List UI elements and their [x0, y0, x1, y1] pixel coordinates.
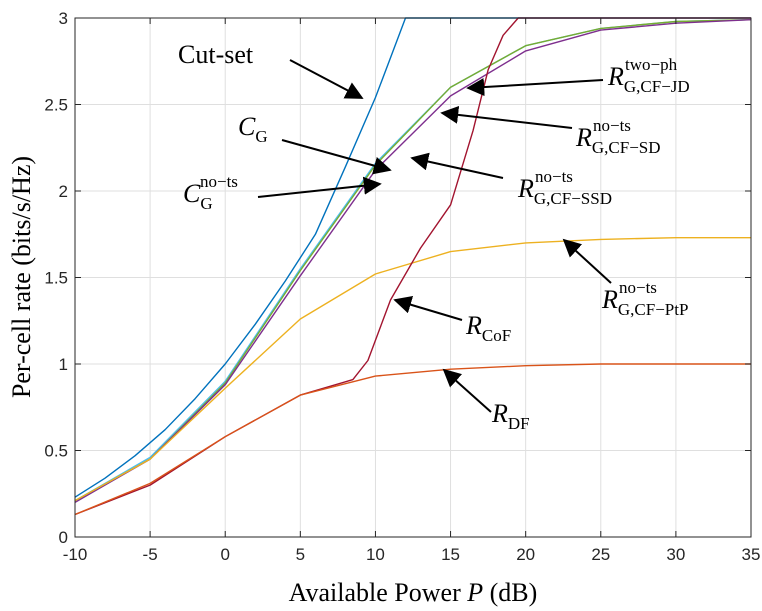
y-tick-label: 1: [59, 355, 68, 374]
annotation-arrow-rssd: [410, 152, 504, 179]
annotation-label-rcof: RCoF: [465, 311, 511, 345]
annotation-arrow-rjd: [466, 78, 604, 97]
y-tick-label: 3: [59, 9, 68, 28]
y-tick-label: 0.5: [44, 442, 68, 461]
annotation-arrow-rdf: [442, 368, 492, 413]
x-tick-label: 15: [441, 545, 460, 564]
x-axis-label: Available Power P (dB): [289, 578, 538, 607]
axis-ticks: -10 -5 0 5 10 15 20 25 30 35 0 0.5 1 1.5 2 2.5 3: [44, 9, 760, 564]
annotation-sup-rssd: no−ts: [535, 167, 573, 186]
y-tick-label: 2.5: [44, 96, 68, 115]
annotation-sup-cgnots: no−ts: [200, 172, 238, 191]
series-lines: [74, 17, 752, 516]
annotation-label-rjd: RG,CF−JD: [607, 62, 690, 96]
annotation-arrow-rsd: [440, 105, 573, 129]
annotation-label-cgnots: CG: [183, 179, 213, 213]
x-tick-label: 35: [742, 545, 761, 564]
y-tick-label: 2: [59, 182, 68, 201]
series-line-r-g-cf-jd-two-ph: [74, 19, 752, 504]
y-axis-label: Per-cell rate (bits/s/Hz): [7, 156, 36, 398]
annotation-arrow-rptp: [562, 238, 612, 284]
annotation-arrows: [257, 59, 612, 413]
series-line-r-df: [74, 363, 751, 516]
annotation-sup-rjd: two−ph: [625, 55, 678, 74]
y-tick-label: 0: [59, 528, 68, 547]
x-tick-label: 30: [666, 545, 685, 564]
x-tick-label: 25: [591, 545, 610, 564]
annotation-arrow-rcof: [393, 296, 463, 321]
annotation-label-rptp: RG,CF−PtP: [601, 285, 688, 319]
annotation-label-rsd: RG,CF−SD: [575, 123, 661, 157]
series-line-cut-set: [74, 17, 751, 498]
annotation-label-cg: CG: [238, 112, 268, 146]
annotation-sup-rptp: no−ts: [619, 278, 657, 297]
y-tick-label: 1.5: [44, 269, 68, 288]
x-tick-label: 20: [516, 545, 535, 564]
annotation-sup-rsd: no−ts: [593, 116, 631, 135]
annotation-arrow-cutset: [289, 59, 364, 99]
x-tick-label: 10: [366, 545, 385, 564]
x-tick-label: 5: [296, 545, 305, 564]
annotation-arrow-cg: [281, 139, 392, 175]
x-tick-label: 0: [220, 545, 229, 564]
annotations: Cut-setCGCGno−tsRG,CF−JDtwo−phRG,CF−SDno…: [178, 40, 690, 433]
x-tick-label: -10: [63, 545, 88, 564]
annotation-label-rssd: RG,CF−SSD: [517, 174, 612, 208]
series-line-r-g-cf-ptp-no-ts: [74, 237, 751, 502]
annotation-label-cutset: Cut-set: [178, 40, 254, 69]
annotation-arrow-cgnots: [257, 176, 382, 198]
x-tick-label: -5: [143, 545, 158, 564]
annotation-label-rdf: RDF: [491, 399, 530, 433]
